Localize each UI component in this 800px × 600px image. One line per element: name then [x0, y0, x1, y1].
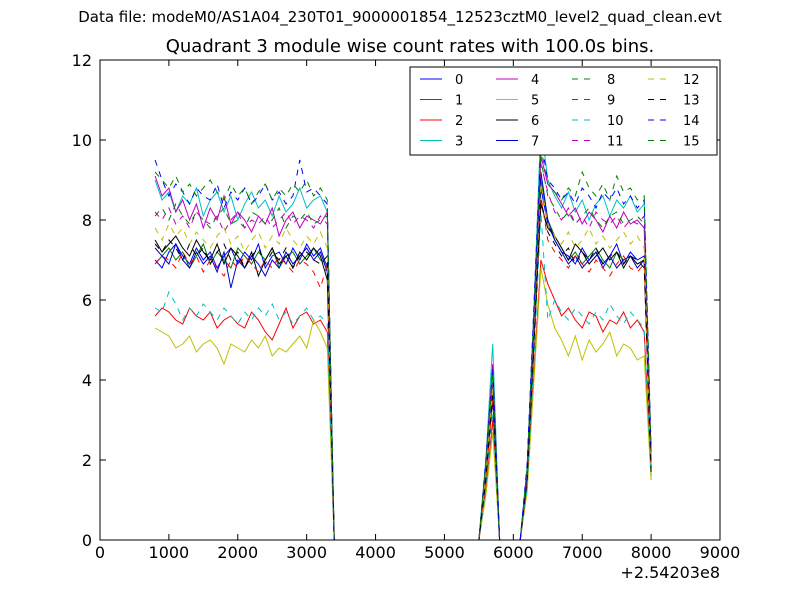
y-tick-label: 12 [72, 51, 92, 70]
y-tick-label: 8 [82, 211, 92, 230]
legend-label-13: 13 [683, 94, 700, 109]
x-tick-label: 4000 [355, 543, 396, 562]
y-tick-label: 4 [82, 371, 92, 390]
x-offset-label: +2.54203e8 [620, 563, 720, 582]
legend-label-15: 15 [683, 135, 700, 150]
y-tick-label: 10 [72, 131, 92, 150]
legend-label-10: 10 [607, 114, 624, 129]
x-tick-label: 8000 [631, 543, 672, 562]
legend-label-1: 1 [455, 94, 463, 109]
axes-layer: 0 1000 2000 3000 4000 5000 6000 7000 8000 9000 0 2 4… [72, 51, 741, 562]
x-tick-label: 0 [95, 543, 105, 562]
legend-label-9: 9 [607, 94, 615, 109]
series-line-15 [154, 147, 652, 541]
figure-suptitle: Data file: modeM0/AS1A04_230T01_90000018… [78, 8, 722, 26]
legend-label-14: 14 [683, 114, 700, 129]
y-tick-label: 0 [82, 531, 92, 550]
series-line-12 [154, 183, 652, 541]
legend-label-2: 2 [455, 114, 463, 129]
legend-label-4: 4 [531, 73, 539, 88]
legend-label-8: 8 [607, 73, 615, 88]
y-tick-label: 6 [82, 291, 92, 310]
series-line-10 [154, 211, 652, 541]
series-line-13 [154, 199, 652, 541]
legend-label-12: 12 [683, 73, 700, 88]
x-tick-label: 3000 [286, 543, 327, 562]
legend-label-5: 5 [531, 94, 539, 109]
legend-label-11: 11 [607, 135, 624, 150]
series-line-9 [154, 195, 652, 541]
x-tick-label: 5000 [424, 543, 465, 562]
x-tick-label: 9000 [700, 543, 741, 562]
series-line-2 [154, 259, 652, 541]
chart-title: Quadrant 3 module wise count rates with … [165, 36, 655, 57]
series-line-5 [154, 267, 652, 541]
x-tick-label: 6000 [493, 543, 534, 562]
legend-label-3: 3 [455, 135, 463, 150]
x-tick-label: 2000 [217, 543, 258, 562]
series-line-7 [154, 171, 652, 541]
legend-label-6: 6 [531, 114, 539, 129]
series-line-1 [154, 179, 652, 541]
x-tick-label: 7000 [562, 543, 603, 562]
legend-label-0: 0 [455, 73, 463, 88]
y-tick-label: 2 [82, 451, 92, 470]
x-tick-label: 1000 [149, 543, 190, 562]
series-layer [154, 123, 652, 541]
legend-label-7: 7 [531, 135, 539, 150]
